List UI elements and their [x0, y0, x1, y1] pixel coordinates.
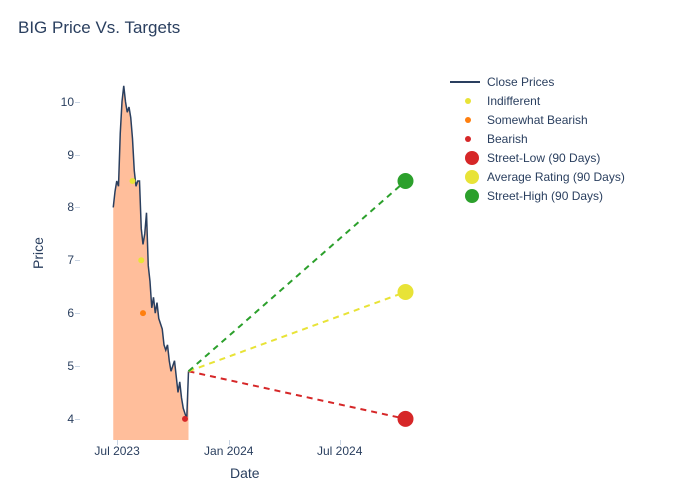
legend-label: Somewhat Bearish	[487, 113, 588, 127]
chart-svg	[80, 70, 430, 440]
target-marker	[398, 284, 414, 300]
y-tick-label: 6	[46, 306, 74, 320]
x-tick-mark	[229, 440, 230, 445]
y-tick-label: 10	[46, 95, 74, 109]
y-tick-label: 5	[46, 359, 74, 373]
y-tick-label: 7	[46, 253, 74, 267]
target-marker	[398, 173, 414, 189]
rating-marker	[138, 257, 144, 263]
y-axis-label: Price	[30, 237, 46, 269]
legend-label: Average Rating (90 Days)	[487, 170, 625, 184]
legend-item[interactable]: Indifferent	[450, 91, 625, 110]
rating-marker	[140, 310, 146, 316]
legend-label: Street-Low (90 Days)	[487, 151, 600, 165]
legend-label: Close Prices	[487, 75, 554, 89]
legend-dot-icon	[450, 98, 480, 104]
rating-marker	[130, 178, 136, 184]
x-tick-label: Jan 2024	[204, 444, 253, 458]
x-tick-label: Jul 2023	[94, 444, 139, 458]
legend-item[interactable]: Bearish	[450, 129, 625, 148]
target-line	[189, 371, 406, 419]
plot-area	[80, 70, 430, 440]
x-tick-label: Jul 2024	[317, 444, 362, 458]
x-tick-mark	[340, 440, 341, 445]
legend-dot-icon	[450, 136, 480, 142]
legend-item[interactable]: Street-High (90 Days)	[450, 186, 625, 205]
y-tick-label: 4	[46, 412, 74, 426]
rating-marker	[182, 416, 188, 422]
y-tick-label: 9	[46, 148, 74, 162]
x-tick-mark	[117, 440, 118, 445]
legend-line-icon	[450, 81, 480, 83]
target-line	[189, 292, 406, 371]
target-marker	[398, 411, 414, 427]
legend-item[interactable]: Close Prices	[450, 72, 625, 91]
y-tick-label: 8	[46, 200, 74, 214]
legend-label: Bearish	[487, 132, 528, 146]
legend-label: Indifferent	[487, 94, 540, 108]
legend-item[interactable]: Somewhat Bearish	[450, 110, 625, 129]
legend-item[interactable]: Street-Low (90 Days)	[450, 148, 625, 167]
legend-marker-icon	[450, 151, 480, 165]
legend-marker-icon	[450, 170, 480, 184]
legend-item[interactable]: Average Rating (90 Days)	[450, 167, 625, 186]
legend-marker-icon	[450, 189, 480, 203]
legend-label: Street-High (90 Days)	[487, 189, 603, 203]
x-axis-label: Date	[230, 465, 260, 481]
chart-title: BIG Price Vs. Targets	[18, 18, 180, 38]
legend-dot-icon	[450, 117, 480, 123]
target-line	[189, 181, 406, 371]
legend: Close Prices Indifferent Somewhat Bearish B…	[450, 72, 625, 205]
